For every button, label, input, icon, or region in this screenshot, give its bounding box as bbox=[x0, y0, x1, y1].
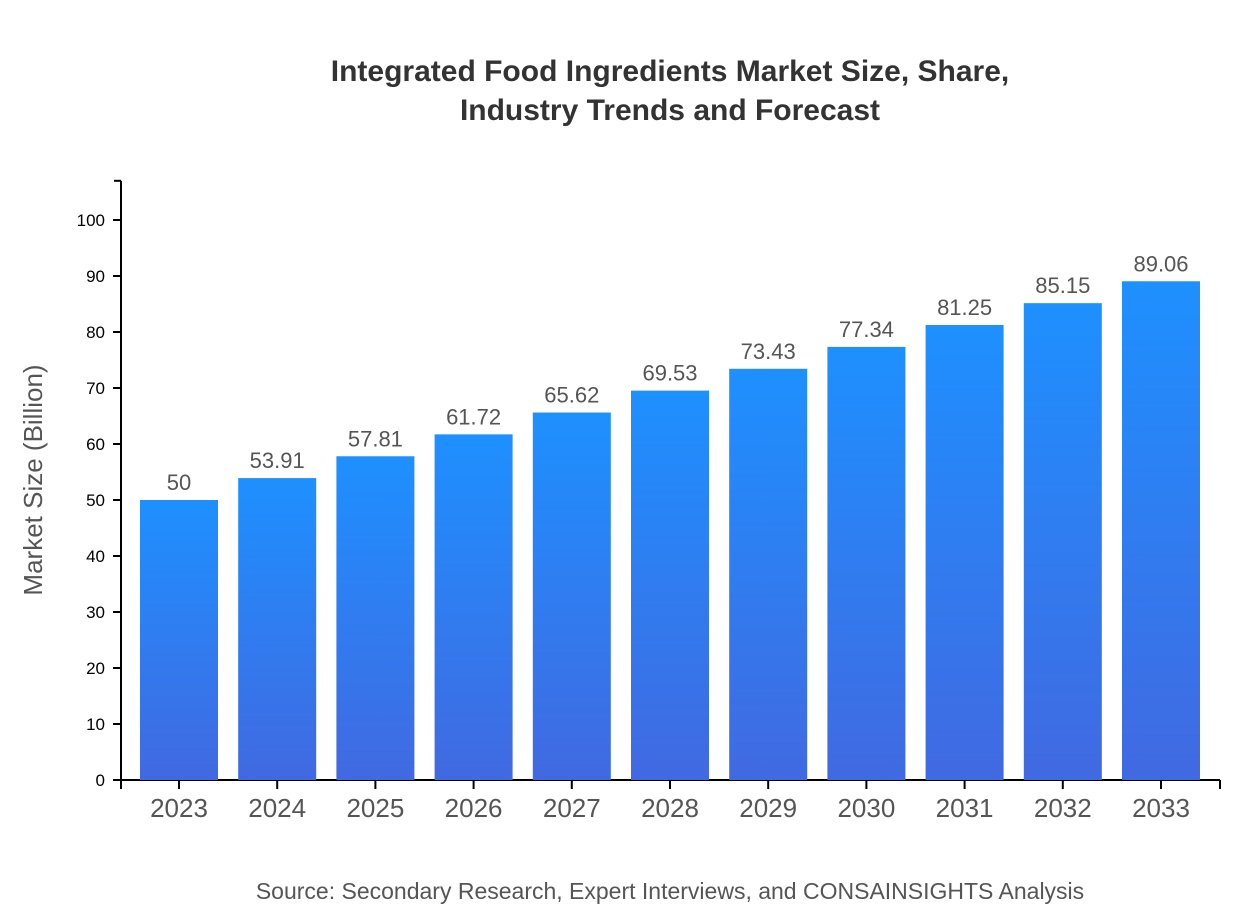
data-label-2026: 61.72 bbox=[446, 404, 501, 429]
x-tick-label-2032: 2032 bbox=[1034, 793, 1092, 823]
data-label-2032: 85.15 bbox=[1035, 273, 1090, 298]
data-label-2033: 89.06 bbox=[1133, 251, 1188, 276]
data-label-2027: 65.62 bbox=[544, 383, 599, 408]
bar-2027 bbox=[532, 412, 611, 780]
bar-2026 bbox=[434, 434, 513, 780]
data-label-2030: 77.34 bbox=[839, 317, 894, 342]
y-tick-label: 60 bbox=[86, 435, 105, 454]
chart-title-line-1: Integrated Food Ingredients Market Size,… bbox=[330, 55, 1010, 88]
bar-2028 bbox=[631, 390, 709, 780]
y-tick-label: 20 bbox=[86, 659, 105, 678]
y-tick-label: 100 bbox=[77, 211, 105, 230]
data-label-2028: 69.53 bbox=[642, 361, 697, 386]
x-tick-label-2030: 2030 bbox=[837, 793, 895, 823]
data-label-2023: 50 bbox=[167, 470, 191, 495]
bar-2031 bbox=[925, 325, 1004, 780]
bar-2025 bbox=[336, 456, 415, 780]
data-label-2024: 53.91 bbox=[250, 448, 305, 473]
data-label-2025: 57.81 bbox=[348, 426, 403, 451]
x-tick-label-2026: 2026 bbox=[445, 793, 503, 823]
bar-2029 bbox=[729, 368, 808, 780]
data-label-2029: 73.43 bbox=[741, 339, 796, 364]
source-note: Source: Secondary Research, Expert Inter… bbox=[255, 878, 1085, 904]
x-tick-label-2024: 2024 bbox=[248, 793, 306, 823]
y-tick-label: 50 bbox=[86, 491, 105, 510]
data-label-2031: 81.25 bbox=[937, 295, 992, 320]
y-tick-label: 90 bbox=[86, 267, 105, 286]
y-axis-label: Market Size (Billion) bbox=[18, 364, 48, 595]
y-tick-label: 70 bbox=[86, 379, 105, 398]
y-tick-label: 80 bbox=[86, 323, 105, 342]
x-tick-label-2027: 2027 bbox=[543, 793, 601, 823]
bar-2033 bbox=[1122, 281, 1200, 780]
bar-2023 bbox=[140, 500, 218, 780]
x-tick-label-2031: 2031 bbox=[936, 793, 994, 823]
chart-title: Integrated Food Ingredients Market Size,… bbox=[0, 52, 1260, 130]
x-tick-label-2028: 2028 bbox=[641, 793, 699, 823]
bar-2032 bbox=[1023, 303, 1102, 780]
y-tick-label: 30 bbox=[86, 603, 105, 622]
x-tick-label-2029: 2029 bbox=[739, 793, 797, 823]
y-tick-label: 10 bbox=[86, 715, 105, 734]
y-tick-label: 0 bbox=[96, 771, 105, 790]
chart-title-line-2: Industry Trends and Forecast bbox=[459, 94, 881, 127]
x-tick-label-2025: 2025 bbox=[346, 793, 404, 823]
x-tick-label-2023: 2023 bbox=[150, 793, 208, 823]
bar-2024 bbox=[238, 478, 317, 780]
y-tick-label: 40 bbox=[86, 547, 105, 566]
bar-2030 bbox=[827, 346, 906, 780]
x-tick-label-2033: 2033 bbox=[1132, 793, 1190, 823]
